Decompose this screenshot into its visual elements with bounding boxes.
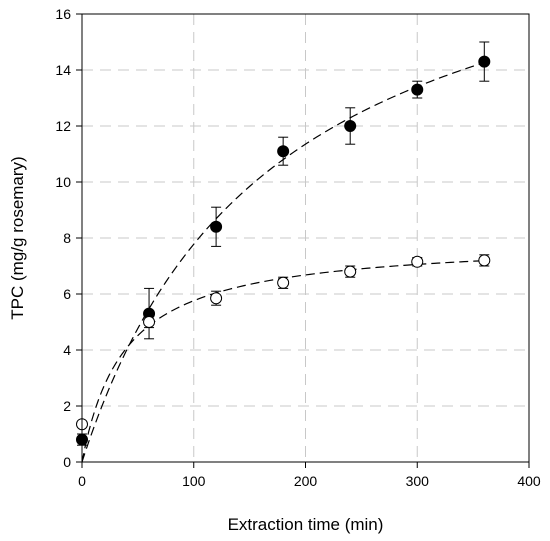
open-point xyxy=(210,292,223,305)
open-point xyxy=(411,255,424,268)
filled-point xyxy=(210,220,223,233)
x-tick-label: 0 xyxy=(78,473,86,489)
open-point xyxy=(478,254,491,267)
y-tick-label: 14 xyxy=(55,62,71,78)
x-tick-label: 300 xyxy=(406,473,430,489)
filled-point xyxy=(344,120,357,132)
data-points xyxy=(76,55,491,446)
open-point xyxy=(277,276,290,289)
filled-point xyxy=(478,55,491,68)
filled-point xyxy=(277,145,290,158)
error-bars xyxy=(77,41,490,446)
fit-curve-2 xyxy=(81,260,485,463)
tick-labels: 0 100 200 300 400 0 2 4 6 8 10 12 14 16 xyxy=(55,6,540,489)
ticks xyxy=(76,13,530,468)
open-point xyxy=(344,265,357,278)
y-tick-label: 0 xyxy=(63,454,71,470)
y-tick-label: 8 xyxy=(63,230,71,246)
y-tick-label: 16 xyxy=(55,6,71,22)
open-point xyxy=(143,316,156,328)
fit-curve-1 xyxy=(81,62,485,463)
y-tick-label: 2 xyxy=(63,398,71,414)
filled-point xyxy=(411,83,424,96)
y-axis-title: TPC (mg/g rosemary) xyxy=(8,156,27,319)
y-tick-label: 6 xyxy=(63,286,71,302)
x-axis-title: Extraction time (min) xyxy=(228,515,384,534)
x-tick-label: 200 xyxy=(294,473,318,489)
x-tick-label: 400 xyxy=(517,473,541,489)
fit-curves xyxy=(81,62,485,463)
y-tick-label: 4 xyxy=(63,342,71,358)
y-tick-label: 12 xyxy=(55,118,71,134)
y-tick-label: 10 xyxy=(55,174,71,190)
grid xyxy=(82,14,529,462)
x-tick-label: 100 xyxy=(182,473,206,489)
